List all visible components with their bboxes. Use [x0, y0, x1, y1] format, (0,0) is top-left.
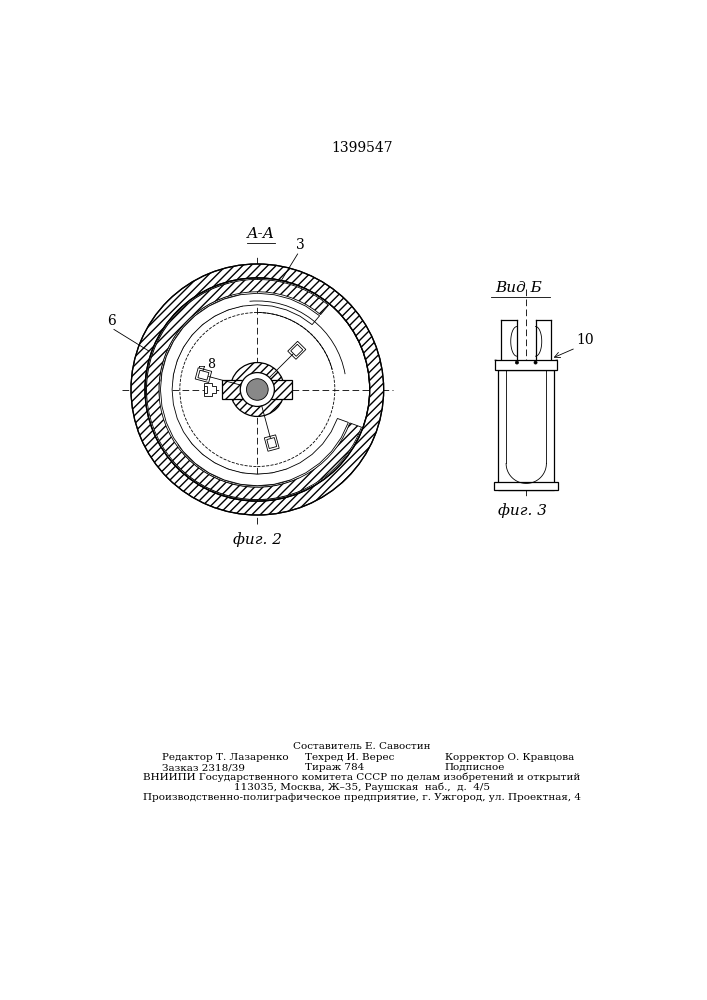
Polygon shape	[291, 344, 303, 356]
Polygon shape	[160, 293, 349, 486]
Text: Корректор О. Кравцова: Корректор О. Кравцова	[445, 753, 574, 762]
Text: Производственно-полиграфическое предприятие, г. Ужгород, ул. Проектная, 4: Производственно-полиграфическое предприя…	[143, 793, 581, 802]
Text: фиг. 2: фиг. 2	[233, 532, 282, 547]
Polygon shape	[178, 438, 291, 486]
Text: Составитель Е. Савостин: Составитель Е. Савостин	[293, 742, 431, 751]
Text: ВНИИПИ Государственного комитета СССР по делам изобретений и открытий: ВНИИПИ Государственного комитета СССР по…	[144, 773, 580, 782]
Circle shape	[247, 379, 268, 400]
Circle shape	[515, 361, 518, 364]
Text: Зазказ 2318/39: Зазказ 2318/39	[162, 763, 245, 772]
Bar	[498, 370, 554, 490]
Circle shape	[230, 363, 284, 416]
Text: 8: 8	[207, 358, 215, 371]
Polygon shape	[198, 370, 209, 380]
Text: 113035, Москва, Ж–35, Раушская  наб.,  д.  4/5: 113035, Москва, Ж–35, Раушская наб., д. …	[234, 783, 490, 792]
Polygon shape	[204, 383, 216, 396]
Text: фиг. 3: фиг. 3	[498, 503, 547, 518]
Text: 10: 10	[577, 333, 595, 347]
Bar	[494, 482, 558, 490]
Polygon shape	[267, 438, 276, 449]
Text: Редактор Т. Лазаренко: Редактор Т. Лазаренко	[162, 753, 288, 762]
Text: Техред И. Верес: Техред И. Верес	[305, 753, 395, 762]
Text: Вид Б: Вид Б	[495, 281, 542, 295]
Text: Тираж 784: Тираж 784	[305, 763, 365, 772]
Text: 6: 6	[107, 314, 116, 328]
Text: 1399547: 1399547	[331, 141, 393, 155]
Bar	[495, 360, 557, 370]
Circle shape	[534, 361, 537, 364]
Polygon shape	[160, 295, 243, 382]
Polygon shape	[146, 279, 361, 500]
Circle shape	[240, 373, 274, 406]
Circle shape	[145, 278, 370, 501]
Text: А-А: А-А	[247, 227, 275, 241]
Polygon shape	[204, 386, 207, 393]
Text: 3: 3	[296, 238, 304, 252]
Polygon shape	[173, 452, 304, 500]
Wedge shape	[131, 264, 384, 515]
Text: Подписное: Подписное	[445, 763, 506, 772]
Text: 7: 7	[199, 366, 206, 379]
Bar	[223, 380, 292, 399]
Polygon shape	[146, 283, 232, 399]
